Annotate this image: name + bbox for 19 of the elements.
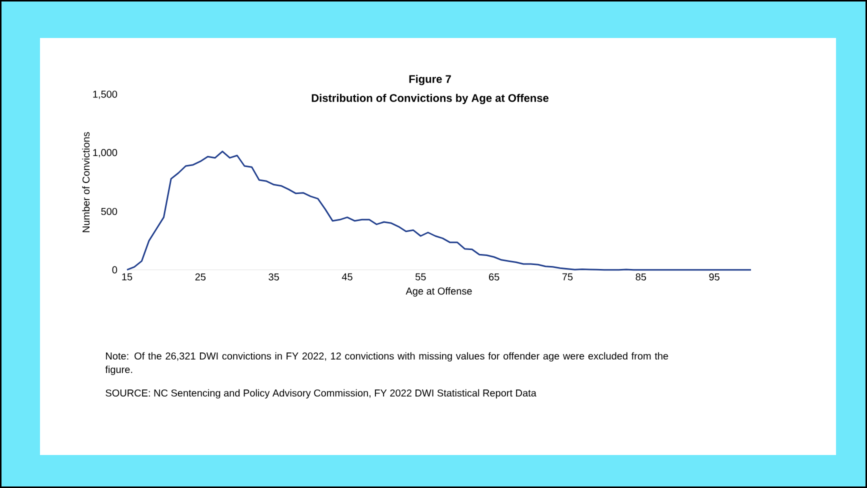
x-tick-label: 55 bbox=[416, 273, 426, 280]
x-tick-label: 85 bbox=[636, 273, 646, 280]
x-tick-label: 75 bbox=[562, 273, 573, 280]
x-tick-label: 95 bbox=[709, 273, 720, 280]
x-axis-title: Age at Offense bbox=[406, 287, 472, 297]
y-tick-label: 1,000 bbox=[93, 149, 118, 158]
x-tick-label: 15 bbox=[122, 273, 132, 280]
y-axis-title: Number of Convictions bbox=[82, 132, 90, 232]
chart-title: Figure 7 bbox=[409, 74, 451, 86]
x-tick-label: 25 bbox=[195, 273, 206, 280]
x-tick-label: 65 bbox=[489, 273, 500, 280]
chart-subtitle: Distribution of Convictions by Age at Offense bbox=[312, 94, 548, 104]
y-tick-label: 500 bbox=[101, 208, 118, 216]
x-tick-label: 35 bbox=[268, 273, 279, 280]
y-tick-label: 0 bbox=[112, 266, 118, 274]
y-tick-label: 1,500 bbox=[93, 90, 118, 99]
text: Note: Of the 26,321 DWI convictions in FY 2022, 12 convictions with missing values for offender age were excluded from the figure. bbox=[105, 352, 668, 376]
source-note: SOURCE: NC Sentencing and Policy Advisory Commission, FY 2022 DWI Statistical Report Data bbox=[106, 389, 536, 399]
x-tick-label: 45 bbox=[342, 273, 352, 280]
